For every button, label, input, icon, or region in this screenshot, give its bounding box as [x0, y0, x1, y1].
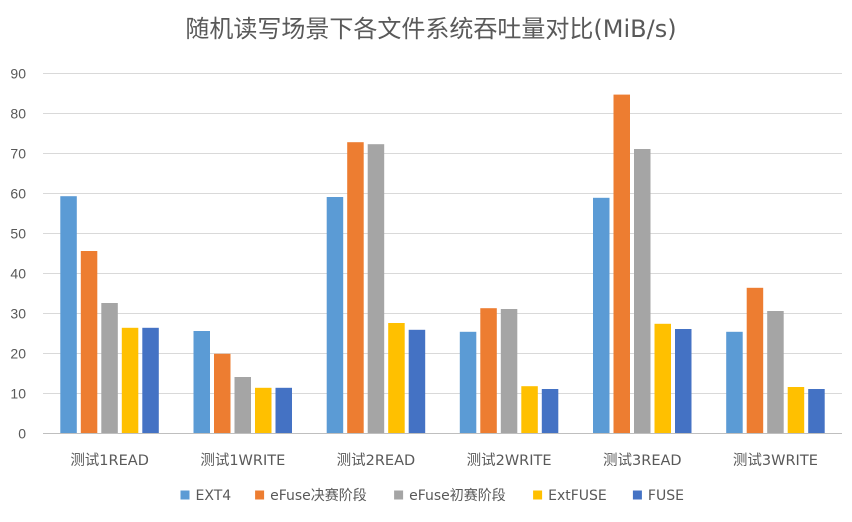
- legend-item: ExtFUSE: [533, 488, 607, 504]
- x-tick-label: 测试2READ: [337, 452, 416, 469]
- y-tick-label: 70: [10, 146, 26, 162]
- bar: [121, 327, 139, 433]
- bar: [60, 196, 77, 433]
- bar: [275, 387, 292, 433]
- y-tick-label: 10: [10, 386, 26, 402]
- bar: [214, 353, 231, 433]
- bar: [255, 387, 272, 433]
- bar: [634, 149, 651, 433]
- bar: [746, 287, 764, 433]
- x-tick-label: 测试1WRITE: [200, 452, 285, 469]
- bar: [101, 303, 118, 433]
- legend-swatch: [533, 490, 543, 500]
- x-tick-label: 测试1READ: [70, 452, 149, 469]
- bar: [388, 323, 405, 433]
- legend: EXT4 eFuse决赛阶段 eFuse初赛阶段 ExtFUSE FUSE: [180, 487, 684, 504]
- bar: [408, 329, 426, 433]
- bar: [654, 323, 671, 433]
- y-tick-label: 80: [10, 106, 26, 122]
- x-tick-label: 测试2WRITE: [467, 452, 552, 469]
- y-tick-label: 50: [10, 226, 26, 242]
- bar: [767, 311, 784, 433]
- x-tick-label: 测试3WRITE: [733, 452, 818, 469]
- legend-swatch: [394, 490, 404, 500]
- y-tick-label: 90: [10, 66, 26, 82]
- bar: [367, 144, 385, 433]
- legend-item: FUSE: [632, 488, 684, 504]
- bars: [60, 94, 825, 433]
- y-tick-label: 30: [10, 306, 26, 322]
- bar: [500, 309, 518, 433]
- bar: [80, 251, 98, 433]
- legend-swatch: [632, 490, 642, 500]
- bar: [593, 197, 610, 433]
- bar: [541, 389, 559, 433]
- legend-item: eFuse决赛阶段: [255, 488, 367, 504]
- bar: [808, 389, 825, 433]
- bar: [480, 308, 497, 433]
- bar: [234, 377, 251, 433]
- bar: [142, 327, 159, 433]
- y-tick-label: 0: [18, 426, 26, 442]
- bar: [193, 331, 210, 433]
- y-tick-label: 40: [10, 266, 26, 282]
- bar: [459, 331, 477, 433]
- bar: [347, 142, 364, 433]
- legend-label: FUSE: [648, 488, 684, 504]
- bar: [613, 94, 630, 433]
- y-tick-label: 60: [10, 186, 26, 202]
- legend-label: EXT4: [196, 488, 232, 504]
- y-axis: 0 10 20 30 40 50 60 70 80 90: [10, 66, 26, 442]
- bar: [326, 197, 344, 433]
- legend-item: eFuse初赛阶段: [394, 487, 506, 504]
- legend-swatch: [180, 490, 190, 500]
- legend-label: ExtFUSE: [548, 488, 607, 504]
- gridlines: [43, 73, 842, 394]
- bar: [726, 331, 743, 433]
- y-tick-label: 20: [10, 346, 26, 362]
- legend-label: eFuse决赛阶段: [270, 488, 367, 504]
- x-axis: 测试1READ 测试1WRITE 测试2READ 测试2WRITE 测试3READ 测试3…: [43, 433, 842, 469]
- chart-title: 随机读写场景下各文件系统吞吐量对比(MiB/s): [185, 15, 676, 43]
- bar: [521, 386, 538, 433]
- bar: [675, 329, 692, 433]
- legend-item: EXT4: [180, 488, 232, 504]
- bar: [787, 387, 805, 433]
- legend-swatch: [255, 490, 265, 500]
- x-tick-label: 测试3READ: [603, 452, 682, 469]
- legend-label: eFuse初赛阶段: [409, 487, 506, 504]
